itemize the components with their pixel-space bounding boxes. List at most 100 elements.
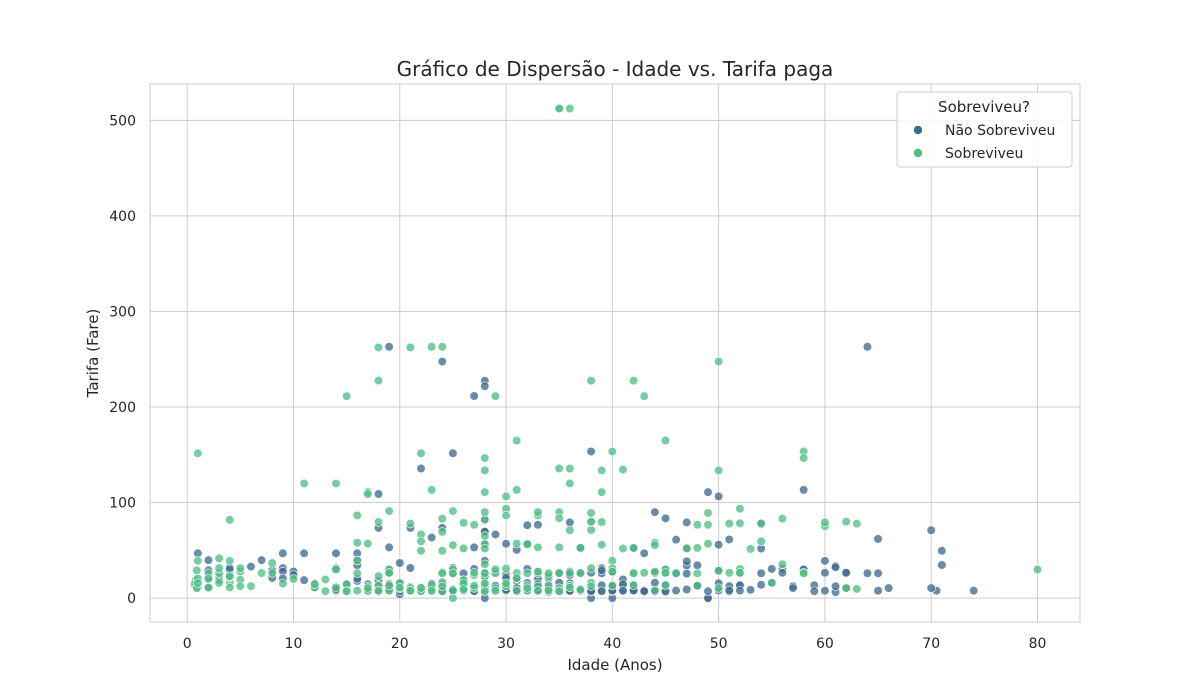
data-point bbox=[724, 568, 734, 578]
data-point bbox=[756, 568, 766, 578]
data-point bbox=[373, 517, 384, 527]
data-point bbox=[714, 583, 724, 593]
data-point bbox=[724, 519, 734, 529]
y-axis-label: Tarifa (Fare) bbox=[84, 309, 102, 399]
data-point bbox=[225, 515, 235, 525]
data-point bbox=[203, 555, 214, 565]
legend-marker-nao-sobreviveu bbox=[913, 125, 923, 135]
data-point bbox=[607, 581, 617, 591]
data-point bbox=[777, 514, 788, 524]
data-point bbox=[416, 546, 426, 556]
plot-area bbox=[149, 83, 1081, 623]
data-point bbox=[682, 543, 692, 554]
data-point bbox=[884, 583, 894, 593]
data-point bbox=[554, 586, 564, 596]
data-point bbox=[384, 542, 394, 552]
data-point bbox=[682, 517, 692, 528]
data-point bbox=[405, 342, 416, 352]
data-point bbox=[416, 448, 426, 458]
data-point bbox=[246, 581, 256, 591]
y-tick-label: 0 bbox=[127, 591, 136, 607]
data-point bbox=[597, 465, 607, 475]
data-point bbox=[628, 568, 639, 578]
data-point bbox=[714, 491, 724, 502]
data-point bbox=[469, 542, 479, 552]
data-point bbox=[448, 540, 458, 550]
data-point bbox=[342, 391, 352, 401]
data-point bbox=[820, 586, 830, 596]
data-point bbox=[437, 581, 447, 591]
data-point bbox=[246, 561, 256, 572]
data-point bbox=[395, 582, 405, 593]
data-point bbox=[480, 578, 490, 588]
data-point bbox=[214, 563, 224, 573]
data-point bbox=[554, 463, 564, 474]
data-point bbox=[448, 568, 458, 578]
data-point bbox=[352, 538, 362, 548]
data-point bbox=[448, 448, 458, 458]
data-point bbox=[703, 487, 713, 497]
data-point bbox=[650, 507, 660, 517]
data-point bbox=[639, 586, 649, 596]
data-point bbox=[745, 585, 756, 595]
data-point bbox=[618, 585, 628, 596]
data-point bbox=[767, 578, 777, 588]
legend-label-sobreviveu: Sobreviveu bbox=[945, 146, 1023, 162]
y-tick-label: 500 bbox=[109, 113, 136, 129]
data-point bbox=[660, 580, 671, 590]
legend: Sobreviveu? Não Sobreviveu Sobreviveu bbox=[896, 91, 1073, 168]
data-point bbox=[501, 578, 511, 588]
data-point bbox=[639, 391, 649, 401]
data-point bbox=[703, 539, 713, 549]
data-point bbox=[522, 539, 532, 549]
data-point bbox=[480, 487, 490, 497]
data-point bbox=[533, 567, 543, 577]
data-point bbox=[437, 356, 447, 367]
data-point bbox=[671, 585, 681, 596]
data-point bbox=[682, 556, 692, 566]
data-point bbox=[597, 540, 607, 550]
data-point bbox=[373, 342, 384, 352]
chart-title: Gráfico de Dispersão - Idade vs. Tarifa … bbox=[397, 57, 834, 81]
x-tick-label: 30 bbox=[497, 636, 515, 652]
data-point bbox=[490, 586, 501, 596]
data-point bbox=[384, 342, 394, 352]
data-point bbox=[512, 435, 522, 446]
data-point bbox=[416, 536, 426, 546]
data-point bbox=[735, 568, 745, 578]
data-point bbox=[480, 559, 490, 569]
data-point bbox=[373, 571, 384, 581]
data-point bbox=[597, 586, 607, 596]
data-point bbox=[427, 586, 437, 596]
data-point bbox=[193, 556, 203, 566]
data-point bbox=[363, 539, 373, 549]
data-point bbox=[235, 563, 245, 573]
data-point bbox=[777, 559, 788, 569]
data-point bbox=[427, 485, 437, 495]
data-point bbox=[416, 463, 426, 474]
data-point bbox=[830, 581, 841, 591]
data-point bbox=[490, 564, 501, 574]
data-point bbox=[554, 103, 564, 114]
data-point bbox=[586, 508, 596, 518]
data-point bbox=[575, 585, 586, 595]
data-point bbox=[458, 543, 469, 554]
data-point bbox=[767, 564, 777, 574]
data-point bbox=[373, 586, 384, 596]
data-point bbox=[1032, 564, 1043, 575]
data-point bbox=[533, 542, 543, 552]
data-point bbox=[692, 520, 702, 530]
data-point bbox=[235, 581, 245, 591]
data-point bbox=[480, 543, 490, 554]
data-point bbox=[384, 506, 394, 516]
data-point bbox=[480, 507, 490, 517]
data-point bbox=[512, 585, 522, 596]
data-point bbox=[565, 525, 575, 535]
data-point bbox=[597, 565, 607, 575]
data-point bbox=[862, 568, 873, 578]
data-point bbox=[363, 489, 373, 499]
data-point bbox=[660, 568, 671, 578]
data-point bbox=[650, 540, 660, 550]
data-point bbox=[575, 568, 586, 578]
data-point bbox=[480, 586, 490, 596]
